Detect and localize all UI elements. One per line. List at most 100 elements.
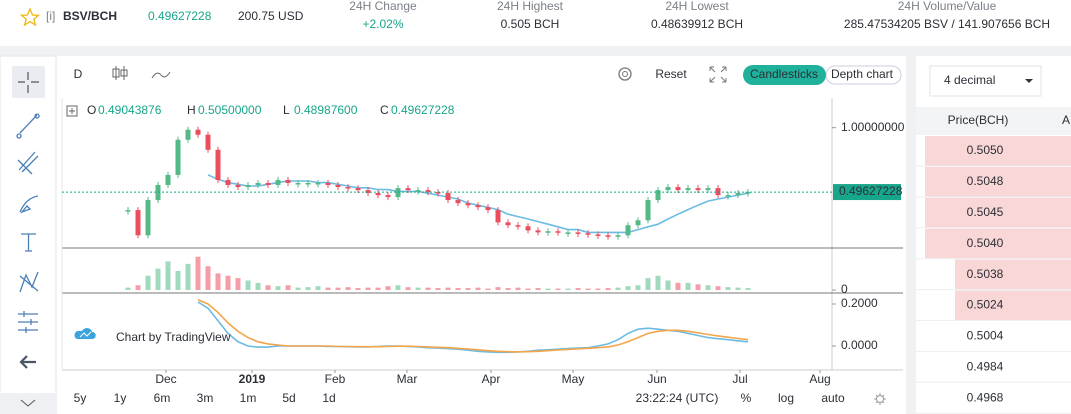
candle-type-box [112, 68, 120, 78]
candle-body [525, 226, 531, 231]
ohlc-key: C [380, 103, 389, 117]
candle-body [305, 182, 311, 185]
range-button[interactable]: 1y [114, 391, 127, 405]
volume-bar [385, 286, 391, 290]
stat-value: +2.02% [362, 17, 403, 31]
info-button[interactable]: [i] [46, 9, 55, 23]
candle-body [515, 225, 521, 227]
candle-body [415, 190, 421, 192]
volume-bar [655, 275, 661, 290]
orderbook-header-bg [916, 107, 1071, 135]
ohlc-key: H [187, 103, 196, 117]
select-caret [1025, 79, 1033, 83]
volume-bar [235, 278, 241, 290]
pattern-icon[interactable] [19, 271, 39, 293]
ask-price[interactable]: 0.5040 [967, 236, 1004, 250]
ask-price[interactable]: 0.5024 [967, 298, 1004, 312]
stat-label: 24H Volume/Value [898, 0, 997, 13]
stat-value: 0.505 BCH [501, 17, 560, 31]
candle-body [205, 134, 211, 150]
indicator-icon[interactable] [151, 71, 171, 79]
ask-price[interactable]: 0.5050 [967, 143, 1004, 157]
candle-body [745, 192, 751, 194]
decimal-select-label[interactable]: 4 decimal [944, 73, 995, 87]
candle-body [215, 149, 221, 180]
measure-icon[interactable] [18, 311, 38, 333]
scale-button[interactable]: % [741, 391, 752, 405]
ask-price[interactable]: 0.4968 [967, 390, 1004, 404]
candle-type-icon[interactable] [115, 66, 125, 80]
brush-icon[interactable] [19, 195, 39, 214]
volume-bar [625, 286, 631, 290]
favorite-star[interactable] [19, 7, 41, 27]
scale-button[interactable]: log [778, 391, 794, 405]
candle-body [315, 182, 321, 185]
tradingview-logo-mark [79, 331, 92, 338]
candle-body [645, 200, 651, 221]
last-price-label: 0.49627228 [839, 184, 903, 198]
x-tick-label: Aug [809, 372, 830, 386]
chart-settings-core [876, 395, 884, 403]
range-button[interactable]: 5y [74, 391, 87, 405]
collapse-legend[interactable] [66, 105, 78, 117]
depth-chart-label[interactable]: Depth chart [831, 67, 894, 81]
candle-body [615, 235, 621, 237]
volume-tick-label: 0 [841, 282, 848, 296]
volume-bar [205, 266, 211, 290]
fullscreen-icon[interactable] [709, 66, 727, 83]
decimal-select[interactable] [929, 65, 1042, 97]
volume-bar [275, 286, 281, 290]
ask-price[interactable]: 0.4984 [967, 359, 1004, 373]
settings-icon-core [622, 71, 628, 77]
interval-button[interactable]: D [74, 67, 83, 81]
candle-body [145, 200, 151, 236]
ask-price[interactable]: 0.5048 [967, 174, 1004, 188]
volume-bar [345, 287, 351, 290]
candle-body [165, 174, 171, 185]
candle-body [465, 203, 471, 206]
candle-body [175, 139, 181, 175]
fib-icon[interactable] [17, 151, 39, 175]
volume-bar [685, 282, 691, 290]
range-button[interactable]: 3m [197, 391, 214, 405]
ask-price[interactable]: 0.5045 [967, 205, 1004, 219]
trendline-icon[interactable] [16, 113, 40, 139]
collapse-bar[interactable] [0, 393, 56, 414]
ohlc-key: L [283, 103, 290, 117]
candle-body [335, 184, 341, 188]
candle-body [225, 179, 231, 185]
candle-body [675, 187, 681, 191]
range-button[interactable]: 1d [322, 391, 335, 405]
volume-bar [595, 288, 601, 290]
macd-tick-label: 0.2000 [841, 296, 878, 310]
reset-button[interactable]: Reset [655, 67, 687, 81]
range-button[interactable]: 1m [240, 391, 257, 405]
volume-bar [695, 284, 701, 290]
text-icon[interactable] [21, 233, 36, 252]
candle-body [375, 193, 381, 196]
volume-bar [505, 288, 511, 290]
settings-icon[interactable] [618, 67, 632, 81]
range-button[interactable]: 6m [154, 391, 171, 405]
stat-value: 0.48639912 BCH [651, 17, 743, 31]
candle-body [565, 232, 571, 234]
back-icon[interactable] [19, 355, 36, 369]
candlesticks-label[interactable]: Candlesticks [750, 67, 818, 81]
candle-body [575, 232, 581, 234]
volume-bar [365, 287, 371, 290]
scale-button[interactable]: auto [821, 391, 845, 405]
volume-bar [135, 285, 141, 290]
range-button[interactable]: 5d [282, 391, 295, 405]
ask-price[interactable]: 0.5038 [967, 267, 1004, 281]
candlesticks-button[interactable] [743, 65, 826, 85]
macd-tick-label: 0.0000 [841, 338, 878, 352]
volume-bar [375, 287, 381, 290]
volume-bar [145, 275, 151, 290]
candle-body [505, 222, 511, 226]
crosshair-button[interactable] [12, 66, 45, 98]
candle-body [685, 188, 691, 191]
candle-body [195, 129, 201, 135]
volume-bar [615, 287, 621, 290]
ask-price[interactable]: 0.5004 [967, 329, 1004, 343]
candle-body [265, 182, 271, 185]
